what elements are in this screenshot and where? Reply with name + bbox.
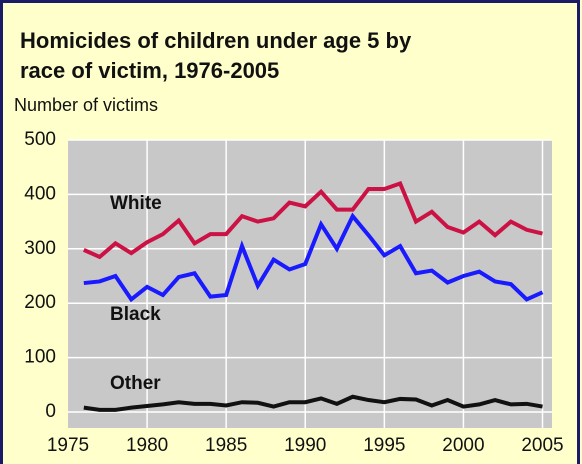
chart-title: race of victim, 1976-2005 — [20, 58, 279, 83]
series-label: Black — [110, 304, 161, 325]
x-tick-label: 2005 — [521, 435, 563, 456]
y-axis-label: Number of victims — [14, 95, 158, 115]
series-label: White — [110, 193, 162, 214]
x-tick-label: 2000 — [442, 435, 484, 456]
series-line — [83, 394, 543, 412]
x-tick-label: 1985 — [205, 435, 247, 456]
x-tick-label: 1995 — [363, 435, 405, 456]
y-tick-label: 100 — [24, 347, 56, 368]
series-label: Other — [110, 373, 161, 394]
y-tick-label: 500 — [24, 129, 56, 150]
x-tick-label: 1975 — [47, 435, 89, 456]
chart-title: Homicides of children under age 5 by — [20, 28, 412, 53]
x-tick-label: 1990 — [284, 435, 326, 456]
plot-background — [68, 140, 552, 428]
x-tick-label: 1980 — [126, 435, 168, 456]
y-tick-label: 200 — [24, 292, 56, 313]
series-line — [83, 181, 543, 260]
y-tick-label: 400 — [24, 183, 56, 204]
series-line — [83, 212, 544, 303]
y-tick-label: 300 — [24, 238, 56, 259]
y-tick-label: 0 — [45, 401, 56, 422]
